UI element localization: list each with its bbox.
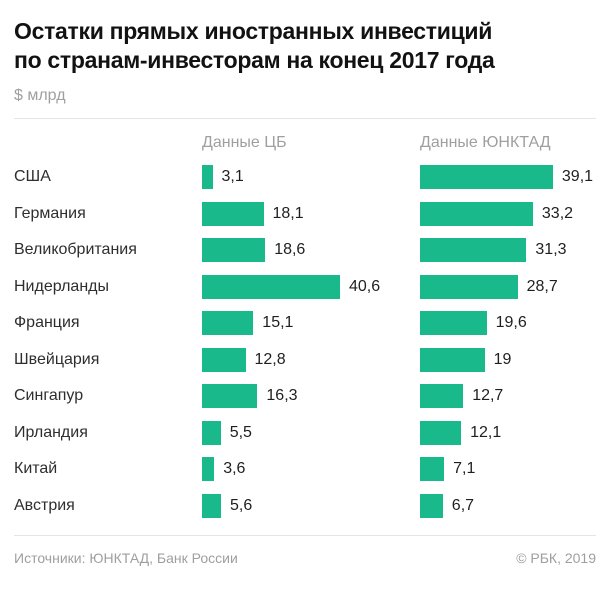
- cb-bar: [202, 347, 246, 372]
- unctad-bar: [420, 201, 533, 226]
- unit-label: $ млрд: [14, 86, 66, 104]
- unctad-bar: [420, 347, 485, 372]
- value-label: 18,6: [274, 241, 306, 259]
- country-label: Ирландия: [14, 423, 88, 441]
- column-header-cb: Данные ЦБ: [202, 133, 287, 151]
- value-label: 16,3: [266, 387, 298, 405]
- value-label: 39,1: [561, 168, 594, 186]
- unctad-bar: [420, 311, 487, 336]
- unctad-bar-cell: 19,6: [420, 311, 596, 336]
- value-label: 18,1: [272, 204, 304, 222]
- title-line-1: Остатки прямых иностранных инвестиций: [14, 18, 493, 44]
- value-label: 40,6: [349, 277, 381, 295]
- chart-row: Австрия 5,6 6,7: [14, 487, 596, 524]
- cb-bar: [202, 311, 254, 336]
- unctad-bar: [420, 420, 462, 445]
- top-divider: [14, 117, 596, 119]
- value-label: 12,8: [254, 350, 286, 368]
- chart-row: Франция 15,1 19,6: [14, 305, 596, 342]
- country-label: Сингапур: [14, 387, 84, 405]
- unctad-bar-cell: 6,7: [420, 493, 596, 518]
- chart-row: Ирландия 5,5 12,1: [14, 414, 596, 451]
- cb-bar: [202, 274, 340, 299]
- unctad-bar-cell: 12,1: [420, 420, 596, 445]
- chart-row: Нидерланды 40,6 28,7: [14, 268, 596, 305]
- country-label: Китай: [14, 460, 58, 478]
- country-label: Франция: [14, 314, 80, 332]
- country-label: США: [14, 168, 51, 186]
- unctad-bar: [420, 384, 464, 409]
- cb-bar-cell: 15,1: [202, 311, 420, 336]
- cb-bar: [202, 457, 215, 482]
- column-header-unctad: Данные ЮНКТАД: [420, 133, 551, 151]
- chart-row: Швейцария 12,8 19: [14, 341, 596, 378]
- cb-bar: [202, 384, 258, 409]
- country-label: Германия: [14, 204, 86, 222]
- value-label: 3,1: [221, 168, 244, 186]
- cb-bar-cell: 18,1: [202, 201, 420, 226]
- value-label: 7,1: [453, 460, 476, 478]
- value-label: 19,6: [495, 314, 527, 332]
- unctad-bar-cell: 39,1: [420, 165, 596, 190]
- cb-bar: [202, 493, 221, 518]
- value-label: 19: [493, 350, 512, 368]
- value-label: 3,6: [223, 460, 246, 478]
- chart-row: Китай 3,6 7,1: [14, 451, 596, 488]
- unctad-bar-cell: 7,1: [420, 457, 596, 482]
- country-label: Австрия: [14, 496, 75, 514]
- chart-row: США 3,1 39,1: [14, 159, 596, 196]
- value-label: 12,1: [470, 423, 502, 441]
- value-label: 15,1: [262, 314, 294, 332]
- title-line-2: по странам-инвесторам на конец 2017 года: [14, 47, 495, 74]
- value-label: 12,7: [472, 387, 504, 405]
- column-headers: Данные ЦБ Данные ЮНКТАД: [14, 119, 596, 155]
- cb-bar-cell: 18,6: [202, 238, 420, 263]
- unctad-bar-cell: 19: [420, 347, 596, 372]
- cb-bar-cell: 5,6: [202, 493, 420, 518]
- value-label: 5,6: [230, 496, 253, 514]
- unctad-bar: [420, 165, 553, 190]
- unctad-bar: [420, 238, 527, 263]
- cb-bar-cell: 40,6: [202, 274, 420, 299]
- chart-row: Сингапур 16,3 12,7: [14, 378, 596, 415]
- cb-bar-cell: 12,8: [202, 347, 420, 372]
- page-title: Остатки прямых иностранных инвестиций по…: [14, 17, 596, 76]
- unctad-bar: [420, 457, 445, 482]
- cb-bar: [202, 238, 266, 263]
- sources-note: Источники: ЮНКТАД, Банк России: [14, 549, 238, 566]
- country-label: Великобритания: [14, 241, 137, 259]
- unctad-bar-cell: 31,3: [420, 238, 596, 263]
- cb-bar-cell: 3,6: [202, 457, 420, 482]
- cb-bar-cell: 5,5: [202, 420, 420, 445]
- cb-bar-cell: 16,3: [202, 384, 420, 409]
- unctad-bar-cell: 28,7: [420, 274, 596, 299]
- cb-bar: [202, 420, 221, 445]
- value-label: 6,7: [451, 496, 475, 514]
- unctad-bar: [420, 493, 443, 518]
- bottom-divider: [14, 534, 596, 536]
- country-label: Нидерланды: [14, 277, 109, 295]
- value-label: 31,3: [535, 241, 567, 259]
- unctad-bar: [420, 274, 518, 299]
- bar-chart: США 3,1 39,1 Германия 18,1 33,2 Великобритания…: [14, 159, 596, 524]
- cb-bar: [202, 201, 264, 226]
- chart-row: Великобритания 18,6 31,3: [14, 232, 596, 269]
- infographic: Остатки прямых иностранных инвестиций по…: [14, 17, 596, 566]
- unctad-bar-cell: 33,2: [420, 201, 596, 226]
- value-label: 28,7: [526, 277, 558, 295]
- copyright-note: © РБК, 2019: [516, 549, 596, 566]
- value-label: 33,2: [541, 204, 574, 222]
- country-label: Швейцария: [14, 350, 100, 368]
- value-label: 5,5: [229, 423, 252, 441]
- cb-bar-cell: 3,1: [202, 165, 420, 190]
- unctad-bar-cell: 12,7: [420, 384, 596, 409]
- chart-row: Германия 18,1 33,2: [14, 195, 596, 232]
- cb-bar: [202, 165, 213, 190]
- footer: Источники: ЮНКТАД, Банк России © РБК, 20…: [14, 536, 596, 566]
